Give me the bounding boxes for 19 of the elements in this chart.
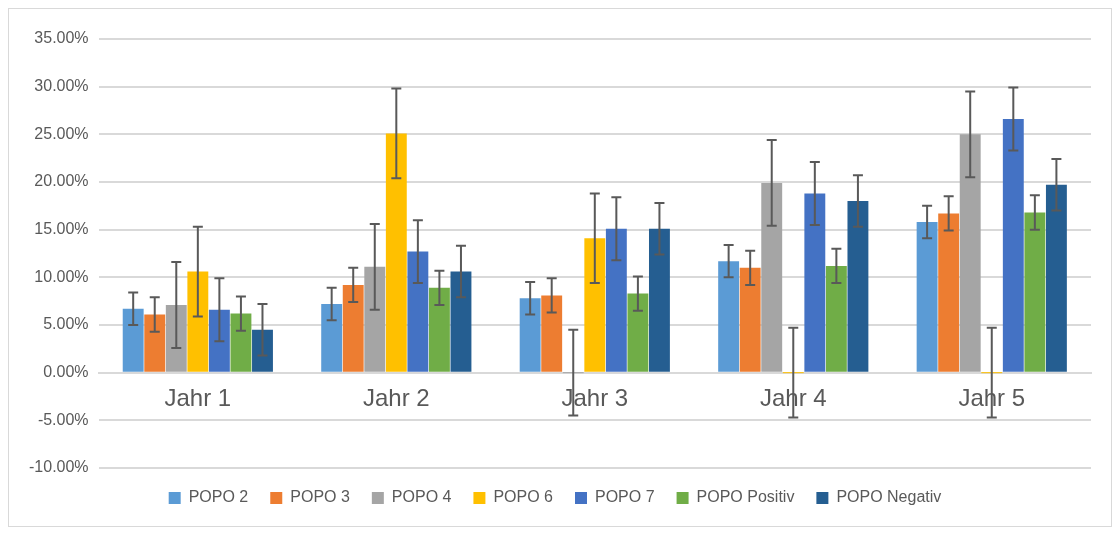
y-tick-label: -10.00%	[29, 458, 89, 476]
legend-label: POPO Negativ	[836, 488, 942, 506]
y-tick-label: 25.00%	[34, 124, 89, 142]
legend-label: POPO 6	[493, 488, 554, 506]
y-tick-label: 30.00%	[34, 77, 89, 95]
x-tick-label: Jahr 1	[164, 383, 232, 411]
y-tick-label: 35.00%	[34, 29, 89, 47]
y-tick-label: 10.00%	[34, 267, 89, 285]
legend-label: POPO 4	[391, 488, 452, 506]
y-tick-label: 20.00%	[34, 172, 89, 190]
y-tick-label: 0.00%	[43, 363, 89, 381]
y-tick-label: 15.00%	[34, 220, 89, 238]
y-tick-label: 5.00%	[43, 315, 89, 333]
y-tick-label: -5.00%	[37, 410, 89, 428]
legend-label: POPO 3	[290, 488, 350, 506]
legend-label: POPO 7	[595, 488, 655, 506]
legend-label: POPO Positiv	[696, 488, 795, 506]
legend-label: POPO 2	[188, 488, 249, 506]
x-tick-label: Jahr 2	[362, 383, 430, 411]
